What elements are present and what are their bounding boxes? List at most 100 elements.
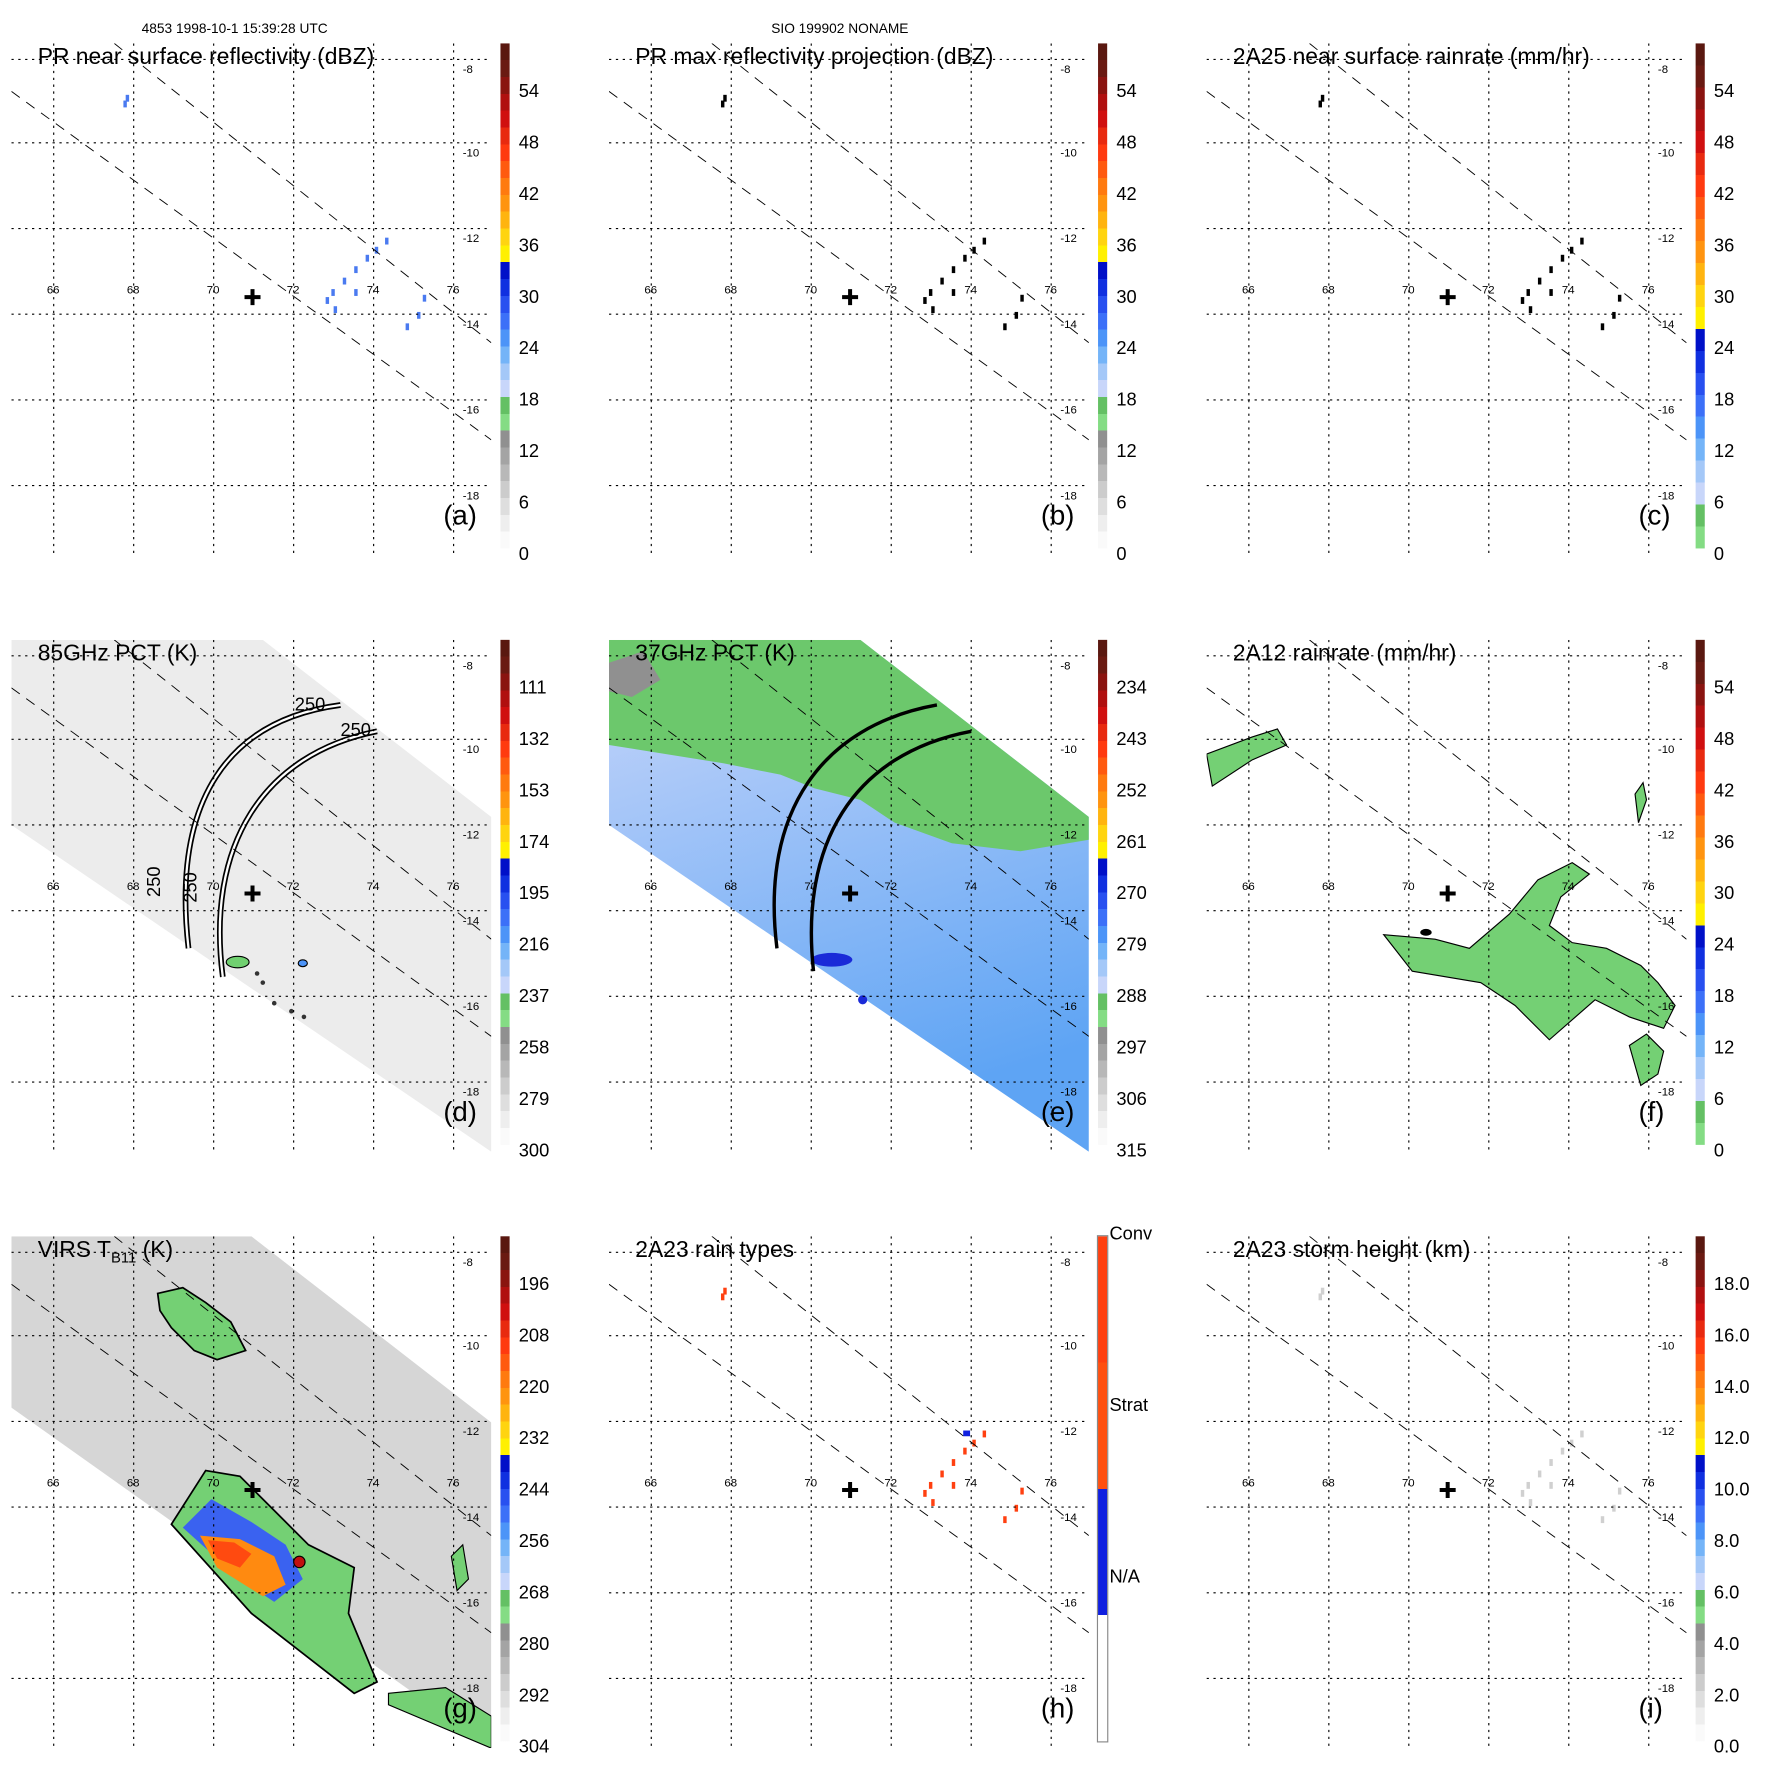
rain-pixel (1549, 1459, 1553, 1466)
colorbar-label: 0 (1713, 545, 1725, 565)
pct-speck (260, 980, 266, 985)
colorbar-label: 36 (1713, 832, 1735, 853)
lat-tick-label: -18 (1060, 490, 1077, 502)
rain-pixel (1612, 311, 1616, 319)
lat-tick-label: -8 (1060, 661, 1070, 673)
panel-letter: (d) (443, 1096, 477, 1128)
pr-swath-edge (1206, 687, 1687, 1037)
panel-letter: (h) (1040, 1693, 1075, 1725)
rain-pixel (123, 100, 127, 108)
colorbar-label: 18 (1713, 390, 1735, 411)
rain-pixel (1020, 294, 1024, 302)
panel-title: 2A23 storm height (km) (1232, 1237, 1471, 1263)
rain-pixel (1520, 1489, 1525, 1497)
lon-tick-label: 70 (1402, 285, 1415, 297)
rain-max (1420, 928, 1432, 936)
storm-center-cross-icon (1439, 885, 1456, 902)
pr-swath-edge (711, 639, 1089, 940)
pct37-grey-patch (609, 651, 661, 697)
rain-pixel (1003, 1516, 1007, 1524)
colorbar (1098, 43, 1108, 549)
storm-center-cross-icon (244, 1481, 261, 1498)
colorbar (1695, 43, 1705, 549)
colorbar-label: 30 (1713, 287, 1735, 308)
lon-tick-label: 76 (1642, 881, 1655, 893)
map-panel-b: 66 68 70 72 74 76 -8 -10 -12 -14 -16 -18 (609, 43, 1089, 556)
pr-swath-edge (1206, 1283, 1687, 1634)
lat-tick-label: -14 (463, 319, 480, 331)
lat-tick-label: -14 (463, 1512, 480, 1524)
colorbar-label: 0 (1116, 545, 1127, 565)
lat-tick-label: -18 (463, 490, 480, 502)
colorbar-label: 195 (518, 884, 550, 904)
lon-tick-label: 72 (287, 881, 300, 893)
lon-tick-label: 74 (1562, 881, 1575, 893)
lon-tick-label: 72 (1482, 881, 1495, 893)
lon-tick-label: 68 (724, 285, 737, 297)
title-subscript: B11 (110, 1248, 137, 1267)
lat-tick-label: -14 (1060, 319, 1077, 331)
colorbar-label: 256 (518, 1532, 550, 1552)
lat-tick-label: -16 (463, 1597, 480, 1609)
pr-swath-edge (1206, 91, 1687, 441)
rain-pixel (972, 1439, 976, 1447)
lat-tick-label: -8 (1658, 661, 1668, 673)
lat-tick-label: -12 (1658, 233, 1674, 245)
pct-speck (271, 1000, 277, 1006)
rain-area (1628, 1033, 1665, 1087)
map-canvas: 66 68 70 72 74 76 -8 -10 -12 -14 -16 -18 (11, 1236, 492, 1749)
colorbar-label: 196 (518, 1275, 550, 1295)
colorbar-label: 279 (1116, 935, 1147, 956)
rain-pixel (1537, 277, 1542, 285)
pr-swath-edge (113, 43, 492, 344)
rain-pixel (963, 254, 967, 262)
storm-center-cross-icon (842, 289, 859, 306)
pct37-cold-core (811, 952, 853, 967)
colorbar-label: 42 (1713, 781, 1735, 801)
colorbar-label: 315 (1116, 1141, 1147, 1161)
storm-center-cross-icon (244, 885, 261, 902)
lat-tick-label: -8 (1658, 1257, 1668, 1269)
lon-tick-label: 68 (127, 1478, 140, 1490)
colorbar-label: 252 (1116, 781, 1147, 801)
lon-tick-label: 66 (644, 1478, 657, 1490)
rain-area (1206, 728, 1288, 788)
rain-pixel (1318, 100, 1322, 108)
colorbar-label: 0 (518, 545, 529, 565)
map-panel-i: 66 68 70 72 74 76 -8 -10 -12 -14 -16 -18 (1206, 1236, 1687, 1749)
lon-tick-label: 74 (964, 1478, 977, 1490)
colorbar-label: 54 (1713, 678, 1735, 699)
rain-pixel (1537, 1470, 1542, 1478)
pr-swath-edge (711, 43, 1089, 344)
lon-tick-label: 66 (47, 881, 60, 893)
rain-pixel (365, 254, 370, 262)
rain-pixel (1600, 323, 1605, 331)
lat-tick-label: -16 (1658, 1597, 1674, 1609)
colorbar-label: 6.0 (1713, 1583, 1740, 1604)
lat-tick-label: -14 (1658, 1512, 1675, 1524)
panel-title: PR near surface reflectivity (dBZ) (37, 44, 375, 70)
lat-tick-label: -18 (1658, 1087, 1674, 1099)
lon-tick-label: 76 (1044, 1478, 1057, 1490)
rain-pixel (405, 323, 410, 331)
rain-pixel (972, 246, 976, 254)
lat-tick-label: -18 (1060, 1087, 1077, 1099)
rain-pixel (923, 1489, 927, 1497)
colorbar-label: 24 (1713, 339, 1735, 359)
lon-tick-label: 70 (804, 1478, 817, 1490)
map-canvas: 66 68 70 72 74 76 -8 -10 -12 -14 -16 -18 (1206, 639, 1687, 1152)
virs-small-cloud (450, 1543, 470, 1592)
pct-speck (254, 971, 260, 976)
pr-swath-edge (609, 687, 1089, 1037)
lon-tick-label: 76 (1044, 881, 1057, 893)
rain-pixel (723, 94, 727, 102)
colorbar-label: 268 (518, 1583, 550, 1604)
lon-tick-label: 70 (207, 881, 220, 893)
pr-swath-edge (1309, 43, 1687, 344)
colorbar-label: 132 (518, 730, 550, 750)
lat-tick-label: -14 (1658, 319, 1675, 331)
pct37-cold-core (858, 995, 868, 1005)
lat-tick-label: -18 (1060, 1683, 1077, 1695)
rain-pixel (385, 237, 389, 245)
